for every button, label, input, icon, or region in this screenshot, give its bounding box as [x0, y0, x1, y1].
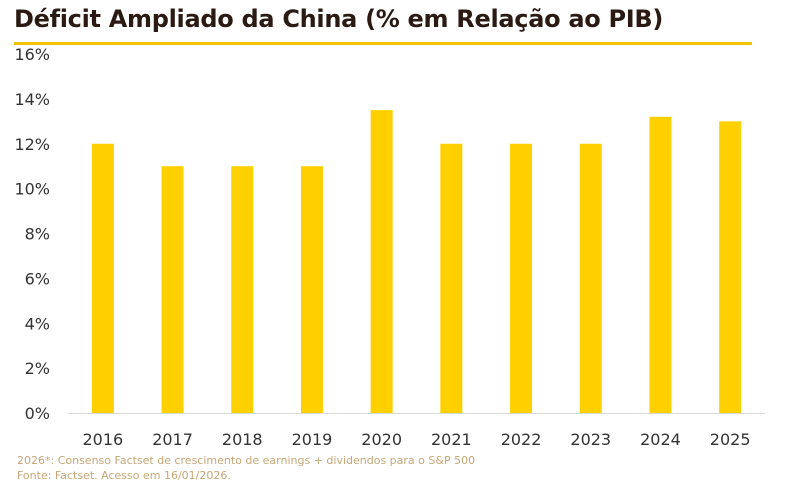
title-underline: [14, 42, 752, 45]
bar-2023: [579, 143, 602, 413]
y-tick-label: 10%: [14, 180, 50, 199]
x-tick-label: 2025: [710, 430, 751, 449]
x-tick-label: 2016: [82, 430, 123, 449]
footnote-consensus: 2026*: Consenso Factset de crescimento d…: [17, 454, 476, 467]
y-tick-label: 8%: [25, 225, 50, 244]
x-tick-label: 2017: [152, 430, 193, 449]
y-tick-label: 16%: [14, 45, 50, 64]
bar-2021: [440, 143, 463, 413]
x-tick-label: 2022: [501, 430, 542, 449]
x-tick-label: 2023: [570, 430, 611, 449]
y-tick-label: 6%: [25, 269, 50, 288]
footnote-source: Fonte: Factset. Acesso em 16/01/2026.: [17, 469, 231, 482]
bar-2018: [231, 166, 254, 413]
y-tick-label: 12%: [14, 135, 50, 154]
y-tick-label: 2%: [25, 359, 50, 378]
x-tick-label: 2018: [222, 430, 263, 449]
y-tick-label: 4%: [25, 314, 50, 333]
bar-2024: [649, 116, 672, 413]
y-tick-label: 0%: [25, 404, 50, 423]
x-tick-label: 2021: [431, 430, 472, 449]
bar-2020: [370, 110, 393, 413]
bar-2016: [91, 143, 114, 413]
bar-2025: [719, 121, 742, 413]
y-tick-label: 14%: [14, 90, 50, 109]
bar-2017: [161, 166, 184, 413]
bar-2019: [300, 166, 323, 413]
chart-title: Déficit Ampliado da China (% em Relação …: [14, 5, 664, 33]
x-tick-label: 2019: [292, 430, 333, 449]
x-tick-label: 2020: [361, 430, 402, 449]
x-tick-label: 2024: [640, 430, 681, 449]
bar-2022: [510, 143, 533, 413]
